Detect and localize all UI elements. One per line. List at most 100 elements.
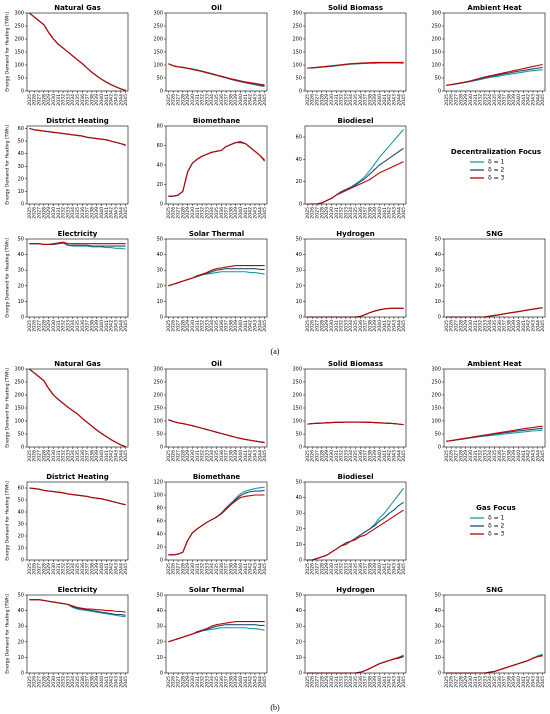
x-tick-label: 2026: [171, 563, 177, 575]
x-tick-label: 2030: [190, 563, 196, 575]
x-tick-label: 2036: [80, 320, 86, 332]
x-tick-label: 2028: [41, 450, 47, 462]
x-tick-label: 2039: [94, 676, 100, 688]
x-tick-label: 2031: [56, 207, 62, 219]
y-tick-label: 0: [160, 671, 163, 677]
x-tick-label: 2038: [228, 320, 234, 332]
x-tick-label: 2034: [70, 94, 76, 106]
subplot-title: District Heating: [46, 117, 109, 125]
x-tick-label: 2039: [233, 563, 239, 575]
x-tick-label: 2043: [252, 94, 258, 106]
y-tick-label: 0: [160, 558, 163, 564]
x-tick-label: 2037: [224, 94, 230, 106]
series-line: [168, 142, 265, 197]
x-tick-label: 2044: [118, 320, 124, 332]
series-line: [307, 421, 404, 426]
x-tick-label: 2035: [492, 94, 498, 106]
x-tick-label: 2041: [521, 320, 527, 332]
x-tick-label: 2036: [219, 320, 225, 332]
y-tick-label: 250: [14, 24, 24, 30]
x-tick-label: 2044: [396, 676, 402, 688]
x-tick-label: 2026: [32, 207, 38, 219]
x-tick-label: 2026: [449, 94, 455, 106]
y-tick-label: 10: [296, 655, 302, 661]
y-tick-label: 0: [21, 202, 24, 208]
y-tick-label: 10: [18, 546, 24, 552]
series-line: [29, 127, 126, 147]
x-tick-label: 2035: [353, 207, 359, 219]
series-line: [307, 128, 405, 205]
x-tick-label: 2041: [243, 94, 249, 106]
x-tick-label: 2043: [391, 450, 397, 462]
x-tick-label: 2034: [348, 563, 354, 575]
x-tick-label: 2027: [315, 207, 321, 219]
y-tick-label: 200: [431, 393, 441, 399]
y-tick-label: 250: [14, 380, 24, 386]
x-tick-label: 2045: [540, 94, 546, 106]
x-tick-label: 2031: [195, 320, 201, 332]
x-tick-label: 2031: [334, 563, 340, 575]
subplot-title: District Heating: [46, 473, 109, 481]
y-tick-label: 250: [431, 380, 441, 386]
x-tick-label: 2030: [51, 320, 57, 332]
x-tick-label: 2032: [478, 450, 484, 462]
y-tick-label: 20: [296, 283, 302, 289]
x-tick-label: 2044: [118, 94, 124, 106]
x-tick-label: 2025: [166, 320, 172, 332]
x-tick-label: 2045: [262, 450, 268, 462]
x-tick-label: 2036: [358, 563, 364, 575]
y-tick-label: 0: [299, 202, 302, 208]
subplot-title: Electricity: [58, 586, 98, 594]
x-tick-label: 2025: [444, 94, 450, 106]
x-tick-label: 2036: [358, 450, 364, 462]
x-tick-label: 2043: [113, 563, 119, 575]
x-tick-label: 2038: [89, 320, 95, 332]
x-tick-label: 2043: [113, 676, 119, 688]
y-tick-label: 10: [435, 299, 441, 305]
y-tick-label: 0: [21, 315, 24, 321]
x-tick-label: 2032: [200, 320, 206, 332]
x-tick-label: 2038: [506, 320, 512, 332]
x-tick-label: 2043: [391, 207, 397, 219]
x-tick-label: 2030: [51, 676, 57, 688]
x-tick-label: 2033: [482, 320, 488, 332]
plot-frame: [304, 594, 407, 674]
x-tick-label: 2041: [104, 676, 110, 688]
y-tick-label: 50: [157, 432, 163, 438]
x-tick-label: 2044: [396, 450, 402, 462]
subplot-title: Solar Thermal: [189, 230, 244, 238]
x-tick-label: 2029: [185, 94, 191, 106]
y-tick-label: 0: [160, 315, 163, 321]
x-tick-label: 2039: [372, 94, 378, 106]
x-tick-label: 2037: [224, 676, 230, 688]
y-tick-label: 50: [18, 498, 24, 504]
x-tick-label: 2037: [363, 94, 369, 106]
y-tick-label: 0: [160, 445, 163, 451]
x-tick-label: 2028: [180, 563, 186, 575]
x-tick-label: 2041: [521, 94, 527, 106]
y-tick-label: 250: [292, 24, 302, 30]
x-tick-label: 2045: [123, 450, 129, 462]
x-tick-label: 2039: [233, 94, 239, 106]
x-tick-label: 2035: [353, 94, 359, 106]
y-tick-label: 30: [18, 522, 24, 528]
x-tick-label: 2036: [497, 676, 503, 688]
x-tick-label: 2044: [257, 320, 263, 332]
y-tick-label: 100: [292, 63, 302, 69]
x-tick-label: 2030: [468, 676, 474, 688]
series-line: [168, 142, 265, 197]
x-tick-label: 2031: [334, 676, 340, 688]
subplot-title: Solid Biomass: [328, 360, 383, 368]
y-tick-label: 30: [435, 624, 441, 630]
x-tick-label: 2043: [530, 676, 536, 688]
x-tick-label: 2041: [382, 450, 388, 462]
x-tick-label: 2032: [339, 207, 345, 219]
series-line: [168, 268, 265, 287]
x-tick-label: 2042: [526, 676, 532, 688]
x-tick-label: 2025: [444, 320, 450, 332]
x-tick-label: 2032: [200, 207, 206, 219]
x-tick-label: 2029: [463, 450, 469, 462]
x-tick-label: 2037: [224, 320, 230, 332]
